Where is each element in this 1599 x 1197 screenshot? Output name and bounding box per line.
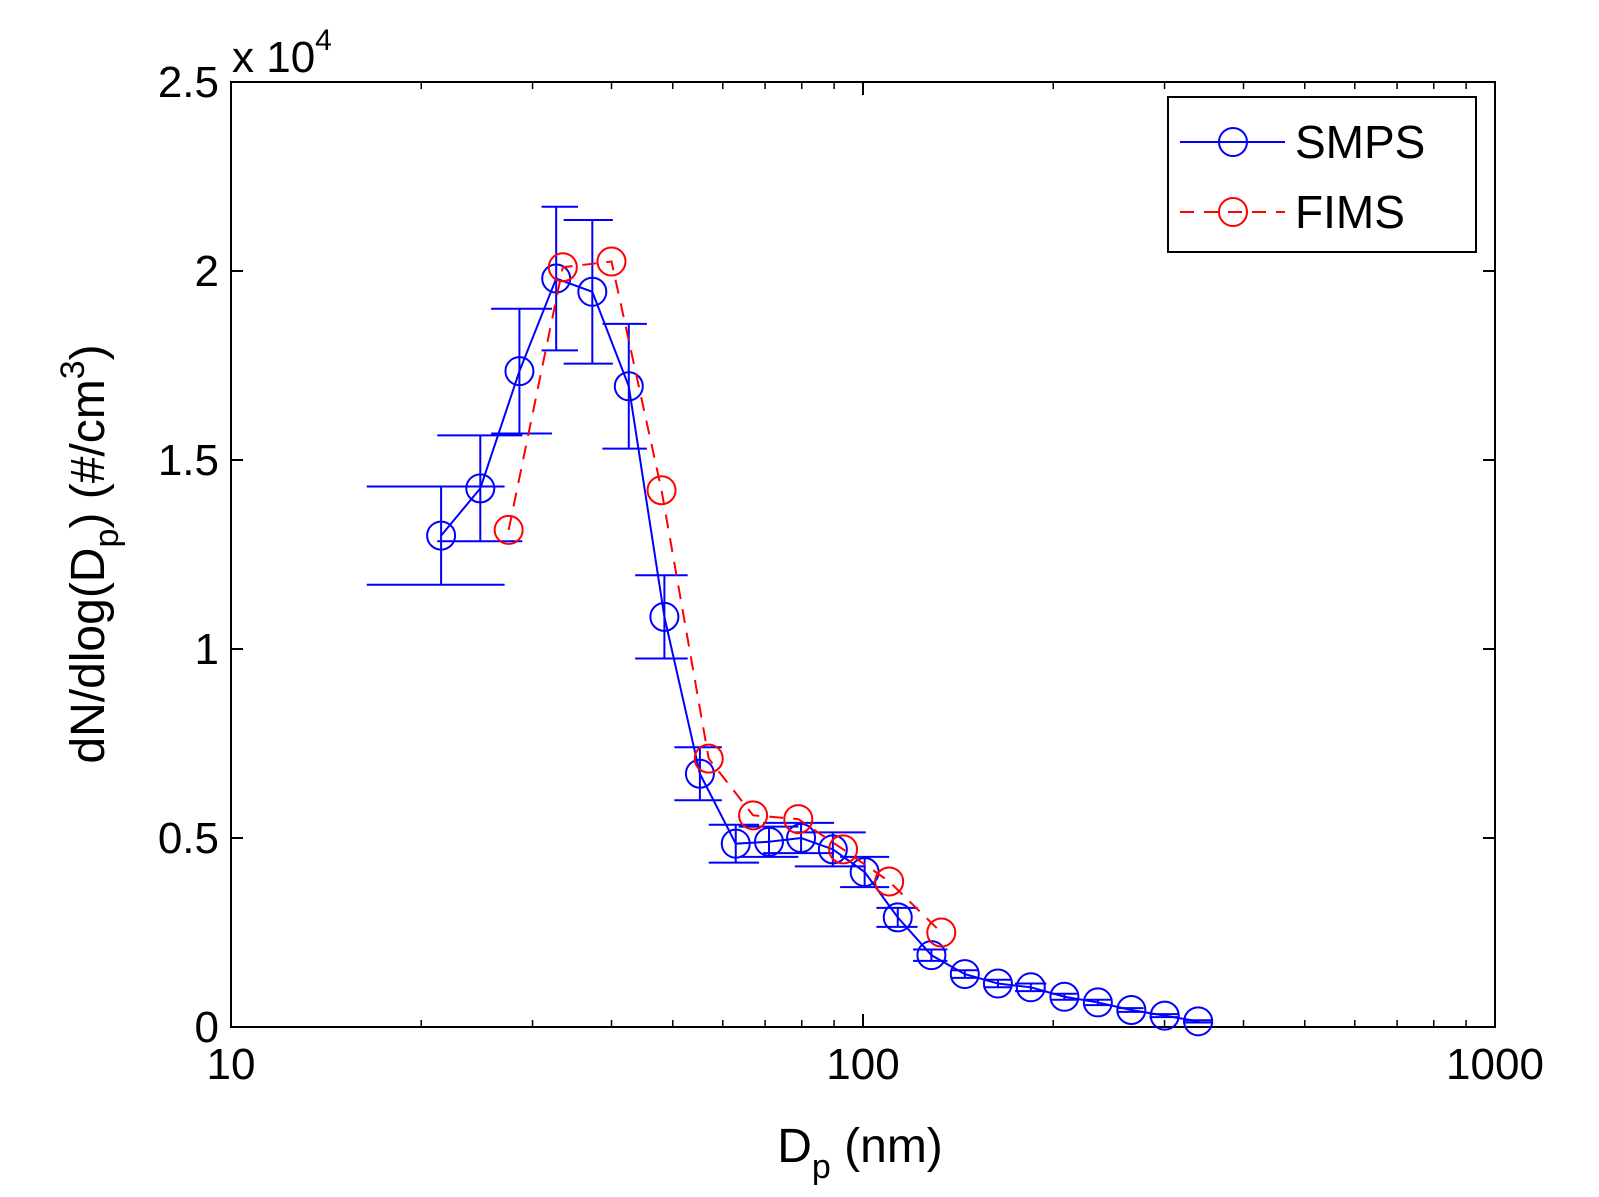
error-bar xyxy=(1183,1019,1212,1024)
series-line xyxy=(507,260,942,934)
data-point xyxy=(1149,1000,1180,1031)
data-point xyxy=(949,959,980,990)
legend-smps-marker xyxy=(1218,127,1248,157)
data-point xyxy=(753,826,784,857)
data-point xyxy=(1049,981,1080,1012)
legend-fims-marker xyxy=(1218,197,1248,227)
legend-box xyxy=(1167,96,1477,253)
error-bar xyxy=(794,831,866,868)
data-point xyxy=(817,834,848,865)
legend: SMPS FIMS xyxy=(1167,96,1477,253)
error-bar xyxy=(635,574,688,660)
data-point xyxy=(926,917,957,948)
error-bar xyxy=(763,821,835,855)
data-point xyxy=(982,968,1013,999)
error-bar xyxy=(437,434,523,543)
error-bar xyxy=(951,969,978,979)
data-point xyxy=(1015,972,1046,1003)
data-point xyxy=(493,514,524,545)
series-smps xyxy=(366,205,1214,1037)
y-tick-label: 1.5 xyxy=(158,436,219,485)
error-bar xyxy=(1015,982,1047,993)
data-point xyxy=(1183,1006,1214,1037)
data-point xyxy=(646,475,677,506)
error-bar xyxy=(1116,1007,1144,1013)
error-bar xyxy=(1083,998,1113,1007)
error-bar xyxy=(563,218,613,365)
data-point xyxy=(684,758,715,789)
data-point xyxy=(786,823,817,853)
error-bar xyxy=(876,906,918,928)
data-point xyxy=(596,246,627,277)
error-bar xyxy=(738,825,799,858)
legend-entry-fims: FIMS xyxy=(1180,186,1405,238)
data-point xyxy=(504,356,535,387)
y-exponent-label: x 104 xyxy=(232,24,332,82)
y-tick-label: 1 xyxy=(195,625,219,674)
data-point xyxy=(577,276,608,307)
data-point xyxy=(1082,987,1113,1018)
data-point xyxy=(828,834,859,865)
y-tick-label: 0.5 xyxy=(158,814,219,863)
series-fims xyxy=(493,246,957,948)
legend-fims-label: FIMS xyxy=(1295,186,1405,238)
x-tick-label: 100 xyxy=(826,1040,899,1089)
data-point xyxy=(649,601,680,632)
error-bar xyxy=(840,855,890,889)
error-bar xyxy=(491,307,552,435)
x-tick-label: 10 xyxy=(207,1040,256,1089)
data-point xyxy=(720,828,751,859)
legend-smps-label: SMPS xyxy=(1295,116,1425,168)
data-point xyxy=(613,371,644,402)
error-bar xyxy=(602,322,647,450)
error-bar xyxy=(366,485,505,586)
x-axis-ticks: 10 100 1000 xyxy=(207,82,1544,1089)
data-point xyxy=(738,800,769,831)
y-tick-label: 0 xyxy=(195,1003,219,1052)
data-point xyxy=(1116,994,1147,1025)
y-tick-label: 2 xyxy=(195,247,219,296)
y-axis-ticks: 0 0.5 1 1.5 2 2.5 xyxy=(158,58,1495,1052)
error-bar xyxy=(983,978,1012,989)
x-axis-label: Dp (nm) xyxy=(777,1120,943,1186)
data-point xyxy=(783,804,814,835)
legend-entry-smps: SMPS xyxy=(1180,116,1425,168)
y-tick-label: 2.5 xyxy=(158,58,219,107)
error-bar xyxy=(674,746,722,802)
error-bar xyxy=(708,823,760,864)
error-bar xyxy=(1050,992,1077,1001)
data-point xyxy=(465,473,496,504)
data-point xyxy=(882,902,913,933)
y-axis-label: dN/dlog(Dp) (#/cm3) xyxy=(54,344,126,763)
data-point xyxy=(693,743,724,774)
data-point xyxy=(547,252,578,283)
series-layer xyxy=(366,205,1214,1037)
x-tick-label: 1000 xyxy=(1446,1040,1544,1089)
error-bar xyxy=(1149,1013,1179,1019)
data-point xyxy=(426,520,457,551)
data-point xyxy=(874,866,905,897)
